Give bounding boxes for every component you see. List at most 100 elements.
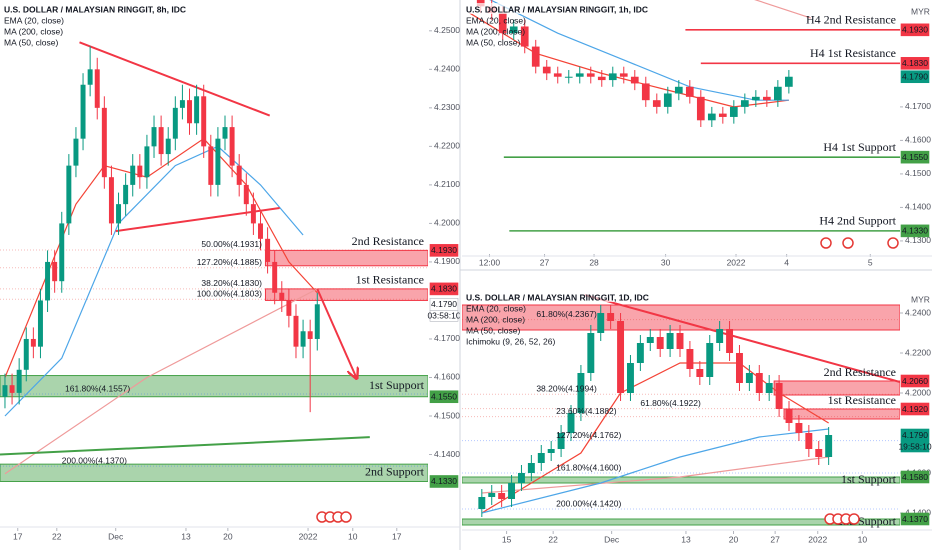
chart-title: U.S. DOLLAR / MALAYSIAN RINGGIT, 1h, IDC xyxy=(466,4,648,14)
level-label: H4 1st Resistance xyxy=(810,46,896,60)
candle-body xyxy=(208,146,214,185)
level-label: H4 2nd Resistance xyxy=(806,13,896,27)
x-tick-label: 10 xyxy=(348,531,358,541)
candle-body xyxy=(577,373,585,413)
candle-body xyxy=(517,473,525,483)
price-tag xyxy=(429,244,459,257)
zone-label: 2nd Support xyxy=(365,465,425,479)
y-tick-label: 4.1600 xyxy=(905,135,931,145)
candle-body xyxy=(805,433,813,449)
price-tag xyxy=(900,23,930,37)
trendline xyxy=(79,41,271,117)
y-tick-label: 4.2100 xyxy=(434,179,460,189)
level-label: H4 1st Support xyxy=(823,140,896,154)
candle-body xyxy=(547,449,555,453)
candle-body xyxy=(101,107,107,178)
countdown-box xyxy=(900,440,930,453)
ma-line xyxy=(481,428,829,514)
fib-label: 38.20%(4.1830) xyxy=(201,278,262,288)
candle-body xyxy=(652,100,661,107)
legend-entry: MA (200, close) xyxy=(466,314,525,324)
candle-body xyxy=(726,329,734,353)
candle-body xyxy=(775,383,783,409)
candle-body xyxy=(243,184,249,205)
candle-body xyxy=(597,313,605,333)
fib-label: 61.80%(4.1922) xyxy=(640,398,701,408)
ma-line xyxy=(481,456,829,494)
candle-body xyxy=(762,96,771,101)
y-tick-label: 4.1500 xyxy=(905,168,931,178)
candle-body xyxy=(716,329,724,343)
candle-body xyxy=(674,86,683,94)
candle-body xyxy=(607,313,615,321)
candle-body xyxy=(795,423,803,433)
price-tag-label: 4.1920 xyxy=(902,404,928,414)
event-flags xyxy=(316,237,899,525)
candle-body xyxy=(52,261,58,282)
zone xyxy=(462,304,900,331)
chart-title: U.S. DOLLAR / MALAYSIAN RINGGIT, 8h, IDC xyxy=(4,4,186,14)
candle-body xyxy=(608,73,617,81)
price-tag-label: 4.1790 xyxy=(902,71,928,81)
y-tick-label: 4.1500 xyxy=(434,410,460,420)
ma-line xyxy=(4,145,304,417)
price-tag xyxy=(900,57,930,70)
x-tick-label: 20 xyxy=(729,534,739,544)
candle-body xyxy=(784,76,793,87)
candle-body xyxy=(520,26,529,47)
countdown-box xyxy=(429,309,459,322)
price-tag-label: 4.1550 xyxy=(902,152,928,162)
y-tick-label: 4.2000 xyxy=(434,218,460,228)
currency: MYR xyxy=(911,294,930,304)
y-tick-label: 4.2000 xyxy=(905,387,931,397)
candle-body xyxy=(314,304,320,339)
x-tick-label: 5 xyxy=(868,257,873,267)
zone xyxy=(0,375,428,398)
x-tick-label: 2022 xyxy=(299,531,318,541)
ma-line xyxy=(489,0,789,101)
candle-body xyxy=(30,338,36,347)
x-tick-label: 13 xyxy=(181,531,191,541)
price-tag xyxy=(900,150,930,164)
candle-body xyxy=(498,13,507,34)
candle-body xyxy=(222,127,228,139)
price-tag-label: 4.1330 xyxy=(902,226,928,236)
candle-body xyxy=(194,96,200,124)
candle-body xyxy=(531,46,540,67)
candle-body xyxy=(87,69,93,85)
candle-body xyxy=(144,146,150,178)
zone xyxy=(462,476,900,484)
legend-bg xyxy=(464,3,654,14)
y-tick-label: 4.2200 xyxy=(434,141,460,151)
trendline xyxy=(316,288,356,378)
price-tag-label: 4.1930 xyxy=(431,245,457,255)
candle-body xyxy=(94,69,100,108)
trendline xyxy=(584,294,900,383)
x-tick-label: 27 xyxy=(540,257,550,267)
candle-body xyxy=(300,331,306,347)
zone xyxy=(783,408,900,420)
panel-8h: 50.00%(4.1931) 127.20%(4.1885) 38.20%(4.18… xyxy=(0,41,428,482)
candle-body xyxy=(575,73,584,77)
price-tag xyxy=(900,374,930,388)
y-tick-label: 4.1700 xyxy=(905,101,931,111)
countdown: 03:58:10 xyxy=(427,311,460,321)
candle-body xyxy=(641,83,650,101)
candle-body xyxy=(685,86,694,97)
candle-body xyxy=(773,86,782,101)
candle-body xyxy=(751,96,760,101)
candle-body xyxy=(2,385,8,397)
fib-label: 200.00%(4.1420) xyxy=(556,498,621,508)
candle-body xyxy=(656,337,664,349)
legend-entry: Ichimoku (9, 26, 52, 26) xyxy=(466,336,555,346)
price-tag xyxy=(900,512,930,526)
x-tick-label: 17 xyxy=(392,531,402,541)
candle-body xyxy=(587,333,595,373)
price-tag-label: 4.1830 xyxy=(431,284,457,294)
price-tag xyxy=(900,470,930,484)
candle-body xyxy=(286,300,292,316)
trendline xyxy=(0,436,370,456)
x-tick-label: Dec xyxy=(604,534,620,544)
candle-body xyxy=(165,138,171,155)
